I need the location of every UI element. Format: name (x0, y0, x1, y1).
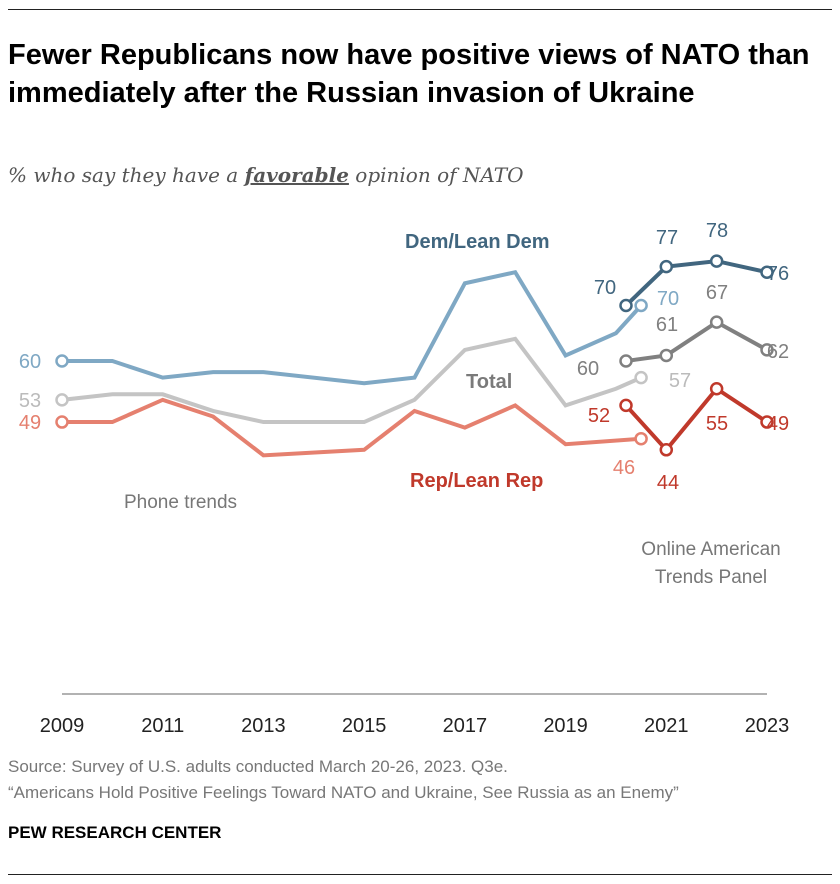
label-phone-dem-end: 70 (657, 288, 679, 310)
series-line-0 (62, 269, 643, 386)
data-point (55, 354, 69, 368)
x-tick-label: 2021 (644, 715, 689, 737)
online-panel-annotation-line2: Trends Panel (655, 567, 767, 588)
label-phone-rep-end: 46 (613, 457, 635, 479)
data-point (709, 382, 724, 396)
label-atp-rep-2021: 44 (657, 472, 679, 494)
top-rule (8, 9, 832, 10)
data-point (659, 348, 674, 363)
data-point (760, 265, 774, 279)
label-atp-dem-2020: 70 (594, 277, 616, 299)
report-title: “Americans Hold Positive Feelings Toward… (8, 783, 679, 802)
data-point (659, 259, 674, 274)
label-phone-rep-start: 49 (19, 412, 41, 434)
series-line-5 (624, 386, 769, 453)
label-phone-total-end: 57 (669, 370, 691, 392)
pew-logo-text: PEW RESEARCH CENTER (8, 823, 222, 842)
x-tick-label: 2019 (543, 715, 588, 737)
line-chart: 2009 2011 2013 2015 2017 2019 2021 2023 60 53 4… (19, 220, 790, 737)
label-atp-dem-2023: 76 (767, 263, 789, 285)
label-atp-rep-2020: 52 (588, 405, 610, 427)
source-note: Source: Survey of U.S. adults conducted … (8, 757, 508, 776)
label-phone-dem-start: 60 (19, 351, 41, 373)
subtitle-emphasis: favorable (244, 163, 349, 187)
data-point (709, 315, 724, 329)
series-label-dem: Dem/Lean Dem (405, 231, 550, 253)
data-point (709, 254, 724, 268)
data-point (619, 354, 633, 368)
data-point (55, 415, 69, 429)
phone-trends-annotation: Phone trends (124, 492, 237, 513)
x-tick-label: 2011 (141, 715, 184, 737)
data-point (619, 398, 633, 413)
data-point (55, 393, 69, 407)
label-atp-rep-2023: 49 (767, 413, 789, 435)
series-label-total: Total (466, 371, 512, 393)
label-atp-dem-2021: 77 (656, 227, 678, 249)
data-point (634, 431, 648, 446)
bottom-rule (8, 874, 832, 875)
data-point (659, 443, 674, 457)
x-tick-label: 2017 (443, 715, 488, 737)
label-atp-total-2021: 61 (656, 314, 678, 336)
series-line-1 (61, 336, 642, 425)
series-label-rep: Rep/Lean Rep (410, 470, 543, 492)
series-line-3 (624, 259, 768, 307)
data-point (619, 298, 633, 313)
subtitle-text-end: opinion of NATO (348, 163, 524, 187)
x-tick-label: 2009 (40, 715, 85, 737)
data-point (760, 415, 774, 429)
label-atp-total-2023: 62 (767, 341, 789, 363)
label-atp-total-2020: 60 (577, 358, 599, 380)
chart-title: Fewer Republicans now have positive view… (8, 39, 810, 109)
series-line-4 (625, 319, 768, 363)
chart-subtitle: % who say they have a favorable opinion … (8, 163, 523, 187)
data-point (634, 298, 648, 313)
label-atp-dem-2022: 78 (706, 220, 728, 242)
label-phone-total-start: 53 (19, 390, 41, 412)
label-atp-total-2022: 67 (706, 282, 728, 304)
x-tick-label: 2015 (342, 715, 387, 737)
data-point (634, 370, 648, 385)
label-atp-rep-2022: 55 (706, 413, 728, 435)
online-panel-annotation-line1: Online American (641, 539, 780, 560)
x-tick-label: 2013 (241, 715, 286, 737)
x-tick-label: 2023 (745, 715, 790, 737)
series-line-2 (62, 397, 642, 458)
subtitle-text: % who say they have a (8, 163, 245, 187)
data-point (760, 343, 774, 357)
